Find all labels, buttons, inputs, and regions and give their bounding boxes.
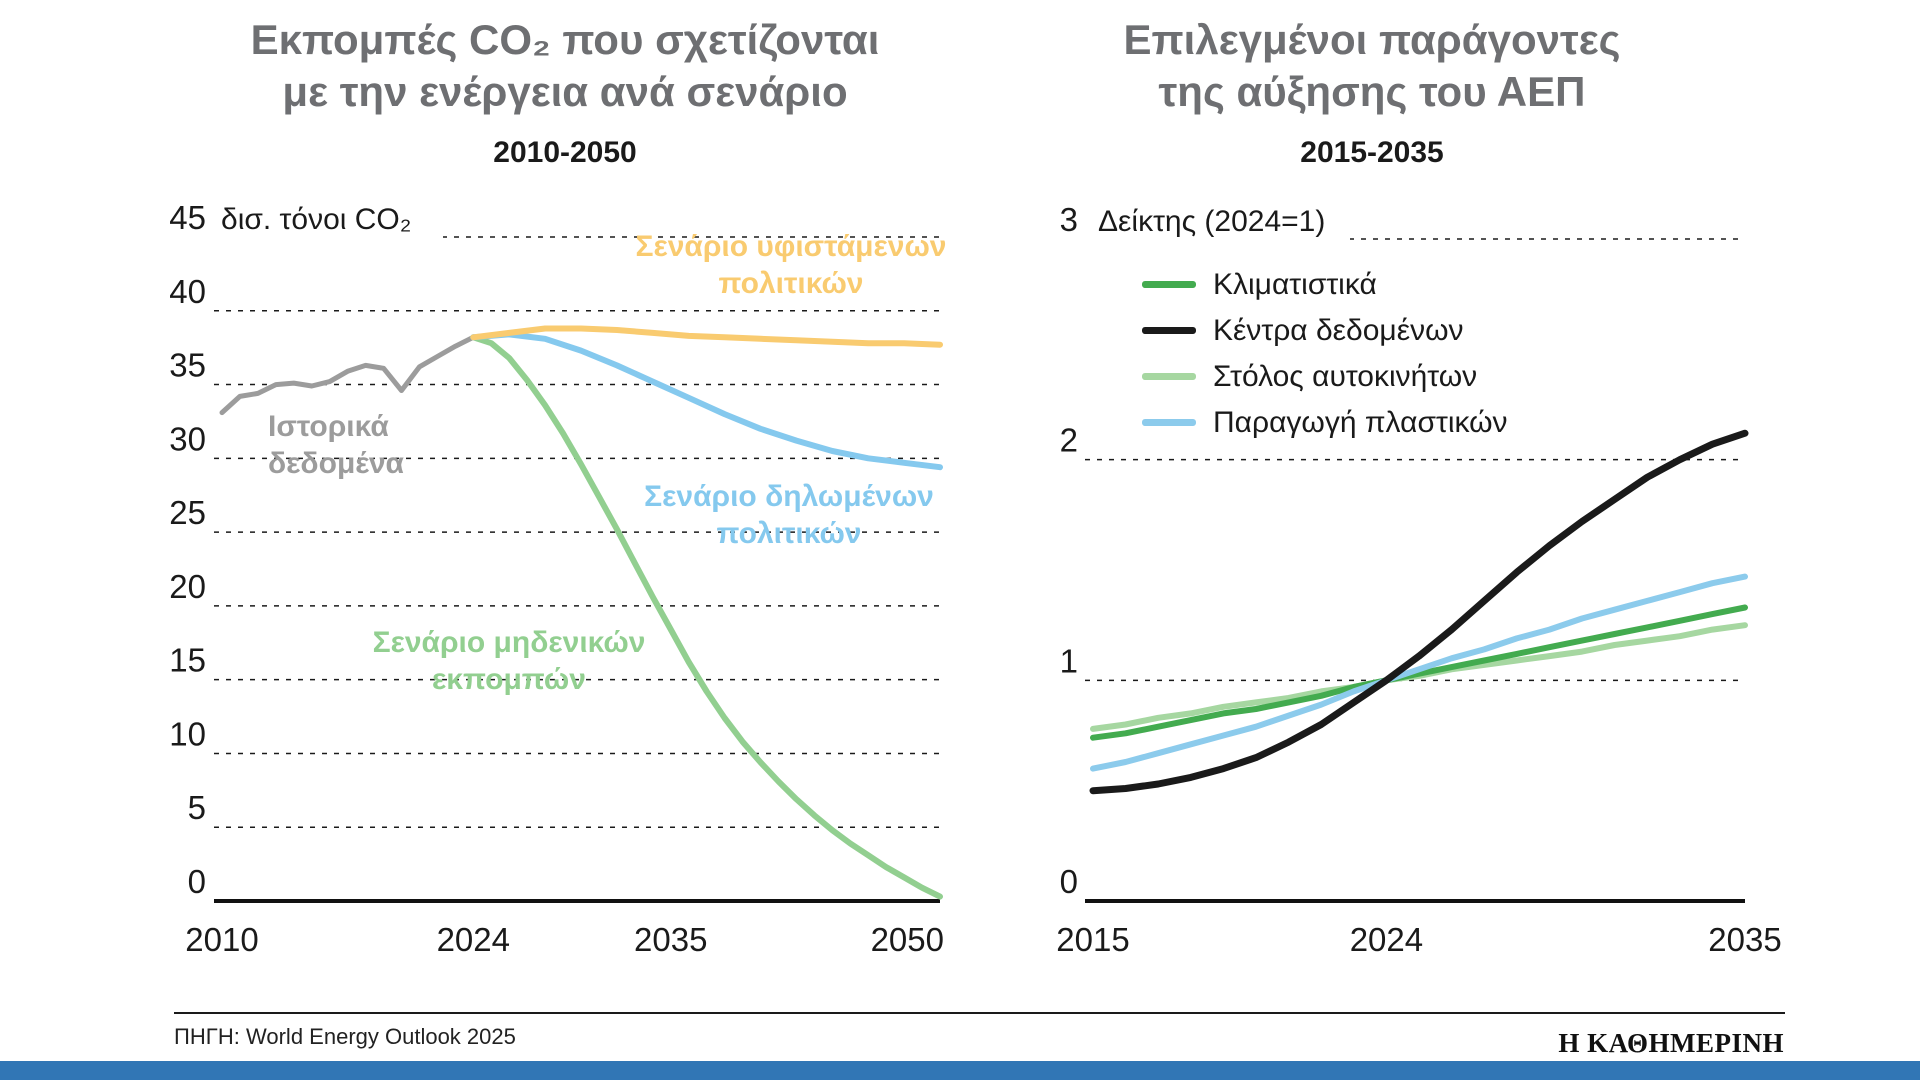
svg-text:2010: 2010: [185, 921, 258, 958]
svg-text:1: 1: [1060, 642, 1078, 679]
series-line-0-3: [470, 325, 943, 348]
annotation-historical-data: Ιστορικά δεδομένα: [268, 410, 404, 480]
bottom-accent-bar: [0, 1061, 1920, 1080]
svg-text:2024: 2024: [437, 921, 510, 958]
legend-item-plastics-production: Παραγωγή πλαστικών: [1142, 404, 1508, 441]
legend-label-car-fleet: Στόλος αυτοκινήτων: [1213, 359, 1478, 393]
annotation-stated-policies-scenario: Σενάριο δηλωμένων πολιτικών: [644, 480, 934, 550]
svg-text:2050: 2050: [871, 921, 944, 958]
svg-text:45: 45: [169, 199, 206, 236]
svg-text:0: 0: [1060, 863, 1078, 900]
series-line-0-1: [470, 334, 943, 900]
series-line-1-2: [1090, 622, 1748, 732]
legend-item-air-conditioners: Κλιματιστικά: [1142, 266, 1508, 303]
svg-text:2035: 2035: [1708, 921, 1781, 958]
legend-item-car-fleet: Στόλος αυτοκινήτων: [1142, 358, 1508, 395]
svg-text:3: 3: [1060, 201, 1078, 238]
svg-text:20: 20: [169, 568, 206, 605]
series-line-0-2: [470, 331, 943, 471]
svg-text:35: 35: [169, 347, 206, 384]
svg-text:2015: 2015: [1056, 921, 1129, 958]
svg-text:30: 30: [169, 420, 206, 457]
svg-text:25: 25: [169, 494, 206, 531]
legend-swatch-plastics-production: [1142, 419, 1196, 426]
left-chart-title-line2: με την ενέργεια ανά σενάριο: [282, 68, 848, 115]
legend-swatch-air-conditioners: [1142, 281, 1196, 288]
legend-swatch-data-centers: [1142, 327, 1196, 334]
legend-label-plastics-production: Παραγωγή πλαστικών: [1213, 405, 1508, 439]
svg-text:Δείκτης (2024=1): Δείκτης (2024=1): [1098, 205, 1325, 238]
svg-text:15: 15: [169, 642, 206, 679]
publisher-logo: Η ΚΑΘΗΜΕΡΙΝΗ: [1558, 1028, 1784, 1058]
svg-text:10: 10: [169, 715, 206, 752]
right-chart-title-line1: Επιλεγμένοι παράγοντες: [1123, 16, 1621, 63]
svg-text:2: 2: [1060, 422, 1078, 459]
series-line-1-3: [1090, 573, 1748, 772]
legend-item-data-centers: Κέντρα δεδομένων: [1142, 312, 1508, 349]
svg-text:40: 40: [169, 273, 206, 310]
annotation-net-zero-scenario: Σενάριο μηδενικών εκπομπών: [372, 626, 646, 696]
svg-text:2035: 2035: [634, 921, 707, 958]
legend-label-air-conditioners: Κλιματιστικά: [1213, 267, 1377, 301]
right-chart-subtitle: 2015-2035: [1300, 136, 1444, 169]
svg-text:0: 0: [188, 863, 206, 900]
footer-divider: [174, 1012, 1785, 1014]
series-line-1-1: [1089, 429, 1749, 795]
legend: Κλιματιστικά Κέντρα δεδομένων Στόλος αυτ…: [1142, 266, 1508, 441]
annotation-current-policies-scenario: Σενάριο υφιστάμενων πολιτικών: [635, 230, 947, 300]
series-line-0-0: [219, 334, 476, 416]
svg-text:δισ. τόνοι CO₂: δισ. τόνοι CO₂: [221, 203, 411, 236]
left-chart-subtitle: 2010-2050: [493, 136, 637, 169]
legend-swatch-car-fleet: [1142, 373, 1196, 380]
source-text: ΠΗΓΗ: World Energy Outlook 2025: [174, 1024, 516, 1049]
left-chart-title-line1: Εκπομπές CO₂ που σχετίζονται: [250, 16, 880, 63]
left-chart-title: Εκπομπές CO₂ που σχετίζονται με την ενέρ…: [205, 14, 925, 118]
series-line-1-0: [1090, 604, 1748, 741]
svg-text:5: 5: [188, 789, 206, 826]
right-chart-title: Επιλεγμένοι παράγοντες της αύξησης του Α…: [1042, 14, 1702, 118]
svg-text:2024: 2024: [1350, 921, 1423, 958]
right-chart-title-line2: της αύξησης του ΑΕΠ: [1158, 68, 1586, 115]
legend-label-data-centers: Κέντρα δεδομένων: [1213, 313, 1464, 347]
